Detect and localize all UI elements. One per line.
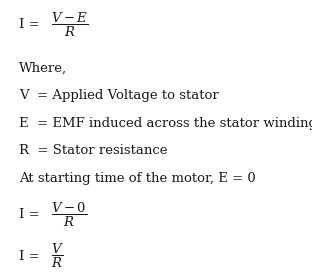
- Text: At starting time of the motor, E = 0: At starting time of the motor, E = 0: [19, 172, 256, 185]
- Text: E  = EMF induced across the stator winding: E = EMF induced across the stator windin…: [19, 117, 312, 130]
- Text: R  = Stator resistance: R = Stator resistance: [19, 145, 167, 157]
- Text: I =: I =: [19, 208, 44, 221]
- Text: I =: I =: [19, 250, 44, 263]
- Text: I =: I =: [19, 19, 44, 31]
- Text: $\dfrac{V − E}{R}$: $\dfrac{V − E}{R}$: [51, 11, 88, 39]
- Text: Where,: Where,: [19, 61, 67, 74]
- Text: V  = Applied Voltage to stator: V = Applied Voltage to stator: [19, 89, 218, 102]
- Text: $\dfrac{V}{R}$: $\dfrac{V}{R}$: [51, 242, 64, 270]
- Text: $\dfrac{V − 0}{R}$: $\dfrac{V − 0}{R}$: [51, 201, 87, 229]
